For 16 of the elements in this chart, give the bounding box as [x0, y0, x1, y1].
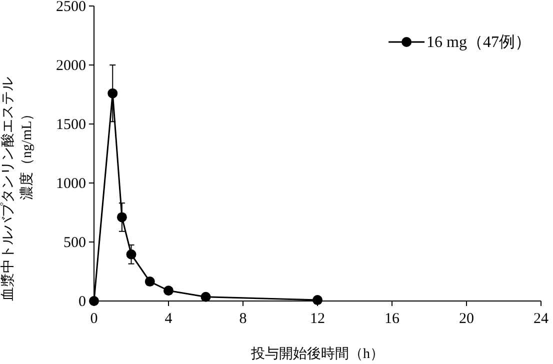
x-tick-label: 16: [384, 311, 400, 327]
x-tick-label: 12: [310, 311, 325, 327]
x-tick-label: 4: [164, 311, 173, 327]
x-tick-label: 0: [90, 311, 98, 327]
x-axis-title: 投与開始後時間（h）: [250, 346, 384, 362]
y-axis-title: 血漿中トルバプタンリン酸エステル濃度（ng/mL）: [0, 77, 35, 301]
y-tick-label: 1000: [56, 176, 86, 192]
legend-label: 16 mg（47例）: [426, 34, 531, 51]
y-tick-label: 500: [64, 235, 86, 251]
x-tick-label: 20: [459, 311, 474, 327]
y-tick-label: 0: [78, 294, 86, 310]
y-tick-label: 2000: [56, 58, 86, 74]
y-tick-label: 1500: [56, 117, 86, 133]
x-tick-label: 8: [239, 311, 247, 327]
y-tick-label: 2500: [56, 0, 86, 15]
x-tick-label: 24: [534, 311, 549, 327]
